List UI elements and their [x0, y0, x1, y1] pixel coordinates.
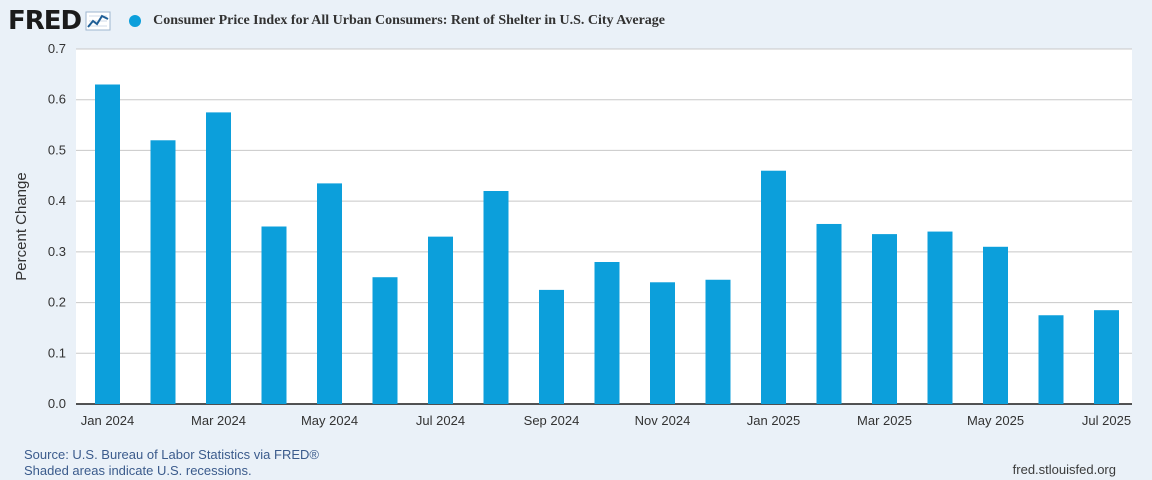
x-tick-label: Sep 2024: [524, 413, 580, 428]
bar[interactable]: [1094, 310, 1119, 404]
bar[interactable]: [483, 191, 509, 404]
source-note: Source: U.S. Bureau of Labor Statistics …: [24, 447, 319, 462]
bar[interactable]: [983, 246, 1008, 404]
bar[interactable]: [150, 140, 176, 405]
bar[interactable]: [372, 277, 398, 404]
chart-header: FRED Consumer Price Index for All Urban …: [8, 5, 665, 37]
gridlines: [76, 48, 1132, 405]
bar[interactable]: [317, 183, 342, 404]
y-tick-label: 0.7: [48, 41, 66, 56]
x-tick-label: Jan 2025: [747, 413, 801, 428]
bar[interactable]: [705, 279, 731, 404]
bar[interactable]: [872, 234, 897, 404]
x-tick-label: May 2024: [301, 413, 358, 428]
x-tick-label: Jan 2024: [81, 413, 135, 428]
bars: [95, 84, 1119, 405]
x-tick-label: Mar 2025: [857, 413, 912, 428]
footer-source: Source: U.S. Bureau of Labor Statistics …: [24, 447, 319, 479]
y-tick-label: 0.3: [48, 244, 66, 259]
recession-note: Shaded areas indicate U.S. recessions.: [24, 463, 252, 478]
bar[interactable]: [761, 170, 786, 404]
y-tick-label: 0.5: [48, 142, 66, 157]
bar[interactable]: [261, 226, 287, 405]
x-tick-label: Nov 2024: [635, 413, 691, 428]
x-tick-label: Jul 2024: [416, 413, 465, 428]
y-tick-label: 0.0: [48, 396, 66, 411]
bar[interactable]: [428, 236, 453, 404]
site-url[interactable]: fred.stlouisfed.org: [1012, 462, 1116, 477]
bar[interactable]: [539, 289, 564, 404]
y-axis-label: Percent Change: [13, 172, 30, 280]
y-tick-label: 0.2: [48, 295, 66, 310]
legend-marker: [129, 15, 142, 27]
bar-chart: 0.0 0.1 0.2 0.3 0.4 0.5 0.6 0.7 Jan 2024 Mar 202…: [13, 41, 1132, 428]
bar[interactable]: [650, 282, 675, 404]
x-axis-ticks: Jan 2024 Mar 2024 May 2024 Jul 2024 Sep 2024…: [81, 413, 1131, 428]
fred-graph-icon: [85, 11, 111, 31]
bar[interactable]: [1038, 315, 1064, 404]
x-tick-label: Jul 2025: [1082, 413, 1131, 428]
y-tick-label: 0.6: [48, 92, 66, 107]
bar[interactable]: [594, 262, 620, 404]
bar[interactable]: [816, 223, 842, 404]
y-tick-label: 0.4: [48, 193, 66, 208]
x-tick-label: May 2025: [967, 413, 1024, 428]
bar[interactable]: [95, 84, 120, 405]
x-tick-label: Mar 2024: [191, 413, 246, 428]
bar[interactable]: [927, 231, 953, 404]
y-tick-label: 0.1: [48, 345, 66, 360]
fred-logo[interactable]: FRED: [8, 6, 82, 36]
y-axis-ticks: 0.0 0.1 0.2 0.3 0.4 0.5 0.6 0.7: [48, 41, 66, 411]
bar[interactable]: [206, 112, 231, 405]
chart-title: Consumer Price Index for All Urban Consu…: [153, 13, 665, 28]
